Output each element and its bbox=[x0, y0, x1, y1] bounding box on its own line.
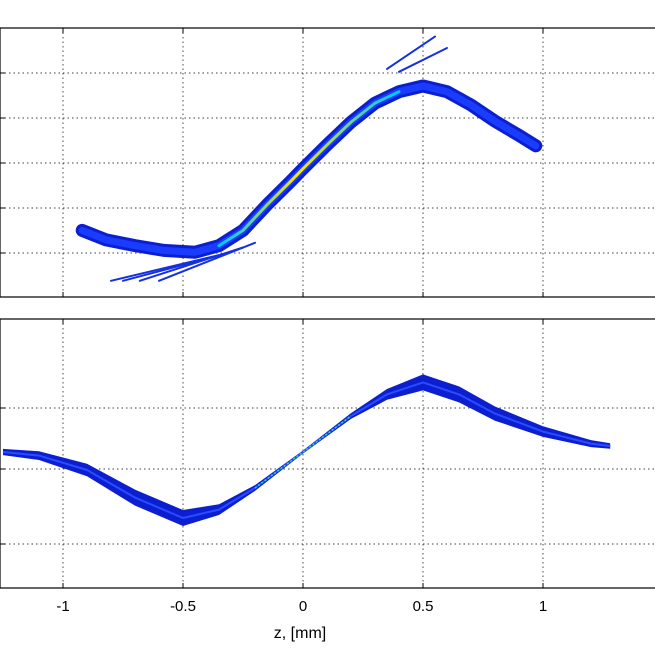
bottom-dense-core bbox=[254, 415, 352, 489]
bottom-plot-area bbox=[0, 318, 655, 589]
top-grid bbox=[0, 28, 655, 297]
x-tick-label: -0.5 bbox=[170, 598, 196, 615]
top-filament bbox=[138, 246, 244, 282]
top-ticks bbox=[0, 28, 544, 297]
x-tick-label: -1 bbox=[56, 598, 69, 615]
x-tick-label: 0.5 bbox=[413, 598, 434, 615]
top-plot-area bbox=[0, 27, 655, 298]
bottom-grid bbox=[0, 319, 655, 588]
x-tick-label: 0 bbox=[299, 598, 307, 615]
top-dense-core bbox=[217, 90, 401, 248]
bottom-ticks bbox=[0, 319, 544, 588]
top-filament bbox=[398, 47, 448, 73]
top-filament bbox=[386, 35, 436, 70]
top-filament bbox=[158, 241, 256, 282]
x-axis-label: z, [mm] bbox=[274, 625, 326, 642]
top-panel bbox=[0, 27, 655, 298]
x-tick-label: 1 bbox=[539, 598, 547, 615]
x-tick-labels: -1-0.500.511 bbox=[56, 598, 547, 615]
bottom-panel: -1-0.500.511 bbox=[0, 318, 655, 615]
top-scatter-data bbox=[75, 35, 543, 282]
bottom-scatter-data bbox=[2, 374, 611, 526]
